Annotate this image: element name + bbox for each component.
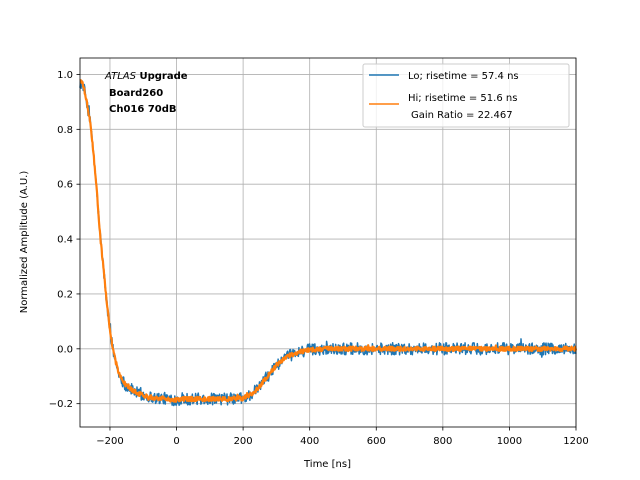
y-tick-label: 0.8 bbox=[57, 125, 73, 136]
annotation-line-2: Board260 bbox=[109, 88, 163, 99]
ticks-group: −200 0 200 400 600 800 1000 1200 −0.2 0.0 0.2 0.4 0.… bbox=[49, 70, 589, 447]
x-tick-label: 1200 bbox=[563, 436, 588, 447]
series-group bbox=[79, 79, 578, 407]
legend-frame bbox=[362, 63, 570, 128]
annotation-line-1: ATLAS Upgrade bbox=[104, 71, 188, 82]
x-tick-label: 400 bbox=[300, 436, 319, 447]
x-tick-label: 200 bbox=[234, 436, 253, 447]
y-axis-label: Normalized Amplitude (A.U.) bbox=[19, 171, 30, 314]
y-tick-label: 0.0 bbox=[57, 344, 73, 355]
legend-label-hi-gain: Gain Ratio = 22.467 bbox=[411, 110, 513, 121]
legend: Lo; risetime = 57.4 ns Hi; risetime = 51… bbox=[362, 63, 570, 128]
x-tick-label: 1000 bbox=[497, 436, 522, 447]
y-tick-label: −0.2 bbox=[49, 399, 73, 410]
annotation-box: ATLAS Upgrade Board260 Ch016 70dB bbox=[104, 71, 188, 115]
annotation-line-3: Ch016 70dB bbox=[109, 104, 177, 115]
x-tick-label: −200 bbox=[96, 436, 123, 447]
y-tick-label: 0.2 bbox=[57, 289, 73, 300]
x-tick-label: 800 bbox=[433, 436, 452, 447]
annotation-upgrade: Upgrade bbox=[136, 71, 188, 82]
x-tick-label: 600 bbox=[367, 436, 386, 447]
y-tick-label: 0.4 bbox=[57, 235, 73, 246]
legend-label-hi: Hi; risetime = 51.6 ns bbox=[408, 93, 517, 104]
annotation-atlas: ATLAS bbox=[104, 71, 137, 82]
plot-area-frame bbox=[79, 57, 577, 428]
y-tick-label: 0.6 bbox=[57, 180, 73, 191]
legend-label-lo: Lo; risetime = 57.4 ns bbox=[408, 71, 519, 82]
y-tick-label: 1.0 bbox=[57, 70, 73, 81]
x-tick-label: 0 bbox=[173, 436, 179, 447]
x-axis-label: Time [ns] bbox=[303, 459, 351, 470]
series-line-hi bbox=[79, 79, 578, 403]
